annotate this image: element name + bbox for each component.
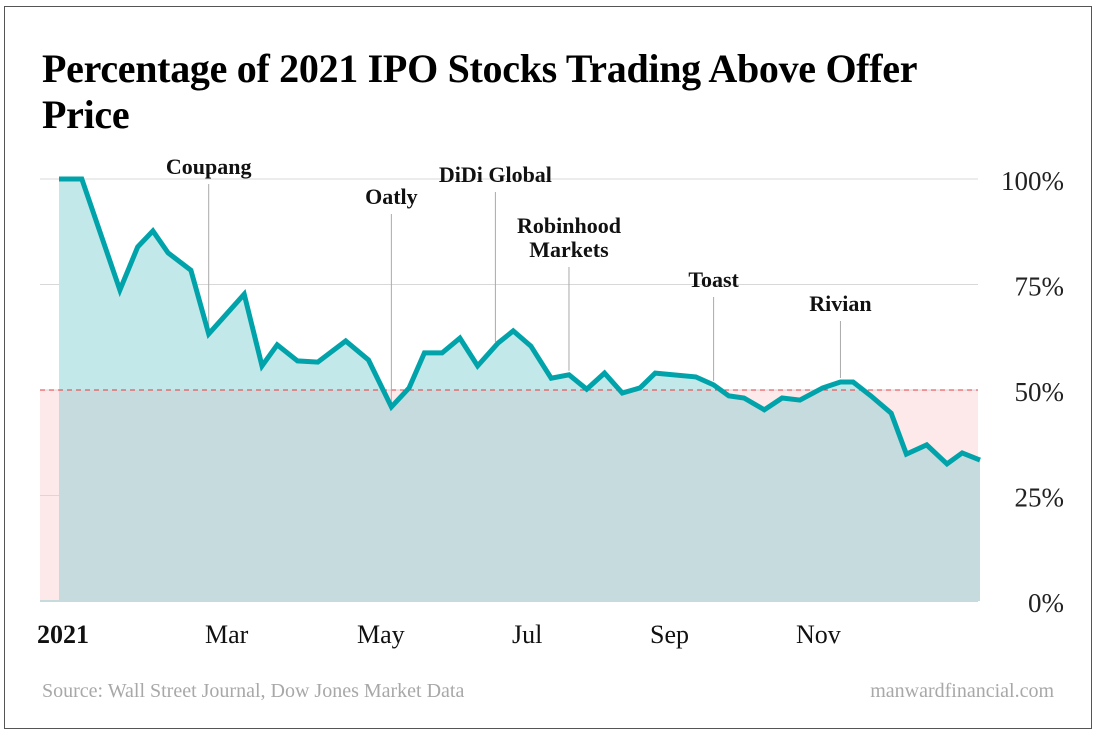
y-tick-label: 75% [1015,272,1065,302]
annotation-label: Toast [688,267,739,292]
annotation-label: Robinhood [517,213,621,238]
y-tick-label: 100% [1001,166,1064,196]
x-tick-label: 2021 [37,620,89,649]
area-fill-below-50 [59,390,980,601]
brand-credit: manwardfinancial.com [870,680,1054,702]
chart-title: Percentage of 2021 IPO Stocks Trading Ab… [42,46,917,137]
x-tick-label: Sep [650,620,689,649]
x-tick-label: Nov [796,620,841,649]
y-tick-label: 25% [1015,483,1065,513]
annotation-label: Oatly [365,184,418,209]
y-tick-label: 50% [1015,377,1065,407]
annotation-label: Rivian [809,291,871,316]
x-tick-label: May [357,620,405,649]
area-fill-above-50 [59,179,980,390]
y-tick-label: 0% [1028,588,1064,618]
x-tick-label: Jul [512,620,542,649]
source-note: Source: Wall Street Journal, Dow Jones M… [42,680,465,702]
x-tick-label: Mar [205,620,249,649]
annotation-label: Coupang [166,154,252,179]
annotation-label: Markets [529,237,609,262]
chart-frame [4,6,1092,729]
series-line [59,176,981,468]
annotation-label: DiDi Global [439,162,552,187]
